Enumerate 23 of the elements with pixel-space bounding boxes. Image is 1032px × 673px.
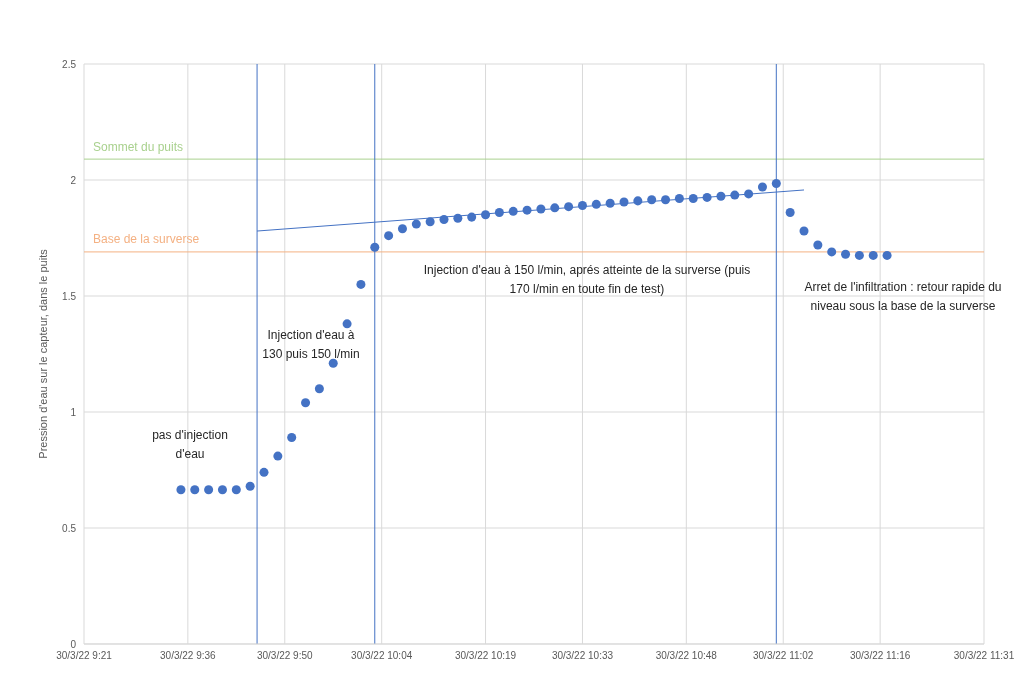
x-tick-label: 30/3/22 9:50 [256, 650, 314, 662]
ref-line-label: Base de la surverse [93, 232, 200, 247]
x-tick-label: 30/3/22 11:02 [753, 650, 814, 662]
y-tick-label: 2.5 [62, 58, 77, 70]
ref-line-label: Sommet du puits [93, 139, 184, 154]
y-tick-label: 1.5 [62, 290, 77, 302]
x-tick-label: 30/3/22 10:19 [454, 650, 517, 662]
annotation: Injection d'eau à 130 puis 150 l/min [261, 327, 361, 363]
x-tick-label: 30/3/22 10:04 [351, 650, 413, 662]
annotation: Arret de l'infiltration : retour rapide du niveau sous la base de la surverse [803, 279, 1003, 315]
y-tick-label: 0 [70, 638, 77, 650]
x-tick-label: 30/3/22 10:33 [551, 650, 614, 662]
annotation: pas d'injection d'eau [151, 427, 229, 463]
x-tick-label: 30/3/22 11:31 [953, 650, 1015, 662]
y-tick-label: 2 [70, 174, 77, 186]
y-tick-label: 1 [70, 406, 77, 418]
x-tick-label: 30/3/22 9:36 [160, 650, 217, 662]
x-tick-label: 30/3/22 9:21 [56, 650, 113, 662]
x-tick-label: 30/3/22 11:16 [849, 650, 911, 662]
y-tick-label: 0.5 [62, 522, 77, 534]
annotation: Injection d'eau à 150 l/min, aprés atteinte de la surverse (puis 170 l/min en toute fin de test) [422, 262, 752, 298]
x-tick-label: 30/3/22 10:48 [655, 650, 718, 662]
y-axis-title: Pression d'eau sur le capteur, dans le puits [36, 248, 49, 459]
